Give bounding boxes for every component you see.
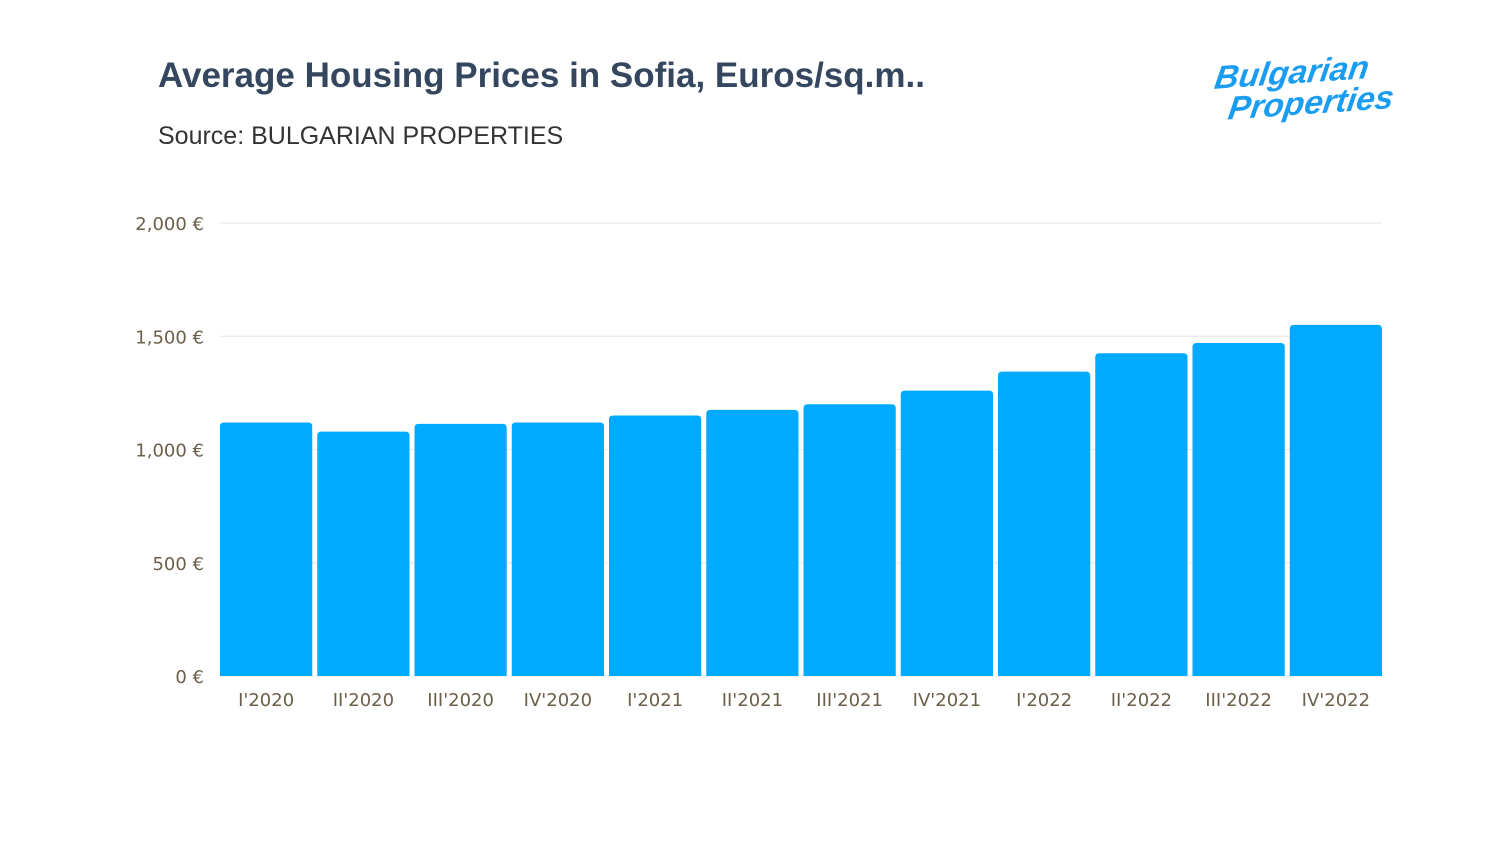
x-tick-label: II'2021	[722, 690, 783, 711]
x-tick-label: I'2021	[627, 690, 683, 711]
x-tick-label: I'2022	[1016, 690, 1072, 711]
x-tick-label: III'2022	[1205, 690, 1272, 711]
y-tick-label: 2,000 €	[135, 214, 204, 235]
y-tick-label: 1,000 €	[135, 441, 204, 462]
bar-III'2020	[414, 423, 507, 676]
bar-II'2021	[706, 409, 799, 676]
bars	[220, 324, 1382, 676]
bar-II'2020	[317, 431, 410, 676]
x-tick-label: II'2020	[333, 690, 394, 711]
bar-IV'2022	[1289, 324, 1382, 676]
x-tick-label: II'2022	[1111, 690, 1172, 711]
bar-III'2022	[1192, 343, 1285, 676]
y-tick-label: 0 €	[175, 667, 204, 688]
chart-title: Average Housing Prices in Sofia, Euros/s…	[158, 56, 925, 95]
y-axis-ticks: 0 € 500 € 1,000 € 1,500 € 2,000 €	[135, 214, 204, 688]
x-tick-label: I'2020	[238, 690, 294, 711]
bar-IV'2021	[900, 390, 993, 676]
bar-II'2022	[1095, 353, 1188, 676]
y-tick-label: 1,500 €	[135, 327, 204, 348]
chart-subtitle: Source: BULGARIAN PROPERTIES	[158, 122, 564, 150]
bulgarian-properties-logo: Bulgarian Properties	[1212, 50, 1396, 123]
bar-I'2020	[220, 422, 313, 676]
bar-I'2021	[609, 415, 702, 676]
x-tick-label: IV'2022	[1302, 690, 1370, 711]
bar-IV'2020	[511, 422, 604, 676]
y-tick-label: 500 €	[152, 554, 204, 575]
x-tick-label: IV'2021	[913, 690, 981, 711]
x-tick-label: III'2020	[427, 690, 494, 711]
bar-III'2021	[803, 404, 896, 676]
x-axis-ticks: I'2020 II'2020 III'2020 IV'2020 I'2021 II'202…	[238, 690, 1370, 711]
gridlines	[220, 222, 1382, 677]
bar-I'2022	[998, 371, 1091, 676]
x-tick-label: IV'2020	[524, 690, 592, 711]
x-tick-label: III'2021	[816, 690, 883, 711]
